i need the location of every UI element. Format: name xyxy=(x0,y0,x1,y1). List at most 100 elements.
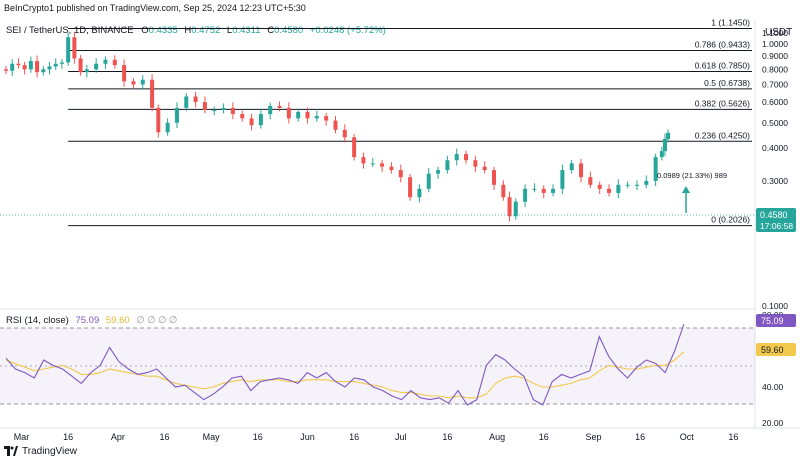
measure-label: 0.0989 (21.33%) 989 xyxy=(657,171,727,180)
candle-body xyxy=(541,188,546,193)
candle-body xyxy=(507,197,512,217)
candle-body xyxy=(569,163,574,171)
rsi-ma-line xyxy=(5,351,685,399)
tradingview-brand: TradingView xyxy=(22,445,78,457)
candle-body xyxy=(417,188,422,198)
candle-body xyxy=(380,163,385,167)
candle-body xyxy=(103,59,108,64)
currency-label: USDT xyxy=(765,27,792,38)
tradingview-logo-icon xyxy=(4,446,18,456)
candle-body xyxy=(653,157,658,181)
symbol-title: SEI / TetherUS, 1D, BINANCE xyxy=(6,25,134,36)
tradingview-footer: TradingView xyxy=(4,444,77,458)
candle-body xyxy=(501,184,506,198)
price-tick-label: 1.1000 xyxy=(762,28,788,38)
low-value: 0.4311 xyxy=(232,25,260,36)
candle-body xyxy=(644,180,649,185)
candle-body xyxy=(150,79,155,108)
candle-body xyxy=(193,96,198,103)
time-tick-label: Apr xyxy=(111,432,125,442)
candle-body xyxy=(41,69,46,73)
fib-level-label: 0.786 (0.9433) xyxy=(695,40,750,50)
high-value: 0.4752 xyxy=(191,25,220,36)
price-tick-label: 0.9000 xyxy=(762,51,788,61)
candle-body xyxy=(174,107,179,123)
candle-body xyxy=(492,170,497,185)
open-value: 0.4335 xyxy=(149,25,178,36)
candle-body xyxy=(597,184,602,189)
svg-text:59.60: 59.60 xyxy=(761,345,784,355)
time-tick-label: 16 xyxy=(728,432,738,442)
candle-body xyxy=(333,120,338,130)
ohlc-legend: SEI / TetherUS, 1D, BINANCE O0.4335 H0.4… xyxy=(6,25,386,36)
candle-body xyxy=(445,160,450,171)
rsi-value-badge: 75.09 xyxy=(756,314,796,327)
last-price-value: 0.4580 xyxy=(760,210,788,220)
watermark-text: BeInCrypto1 published on TradingView.com… xyxy=(4,3,306,13)
candle-body xyxy=(342,129,347,138)
candle-body xyxy=(454,154,459,161)
rsi-tick-label: 40.00 xyxy=(762,382,784,392)
candle-body xyxy=(662,139,667,152)
candle-body xyxy=(156,107,161,133)
time-tick-label: Jul xyxy=(395,432,407,442)
rsi-title: RSI (14, close) xyxy=(6,315,69,326)
candle-body xyxy=(35,61,40,73)
fib-level-label: 0.382 (0.5626) xyxy=(695,98,750,108)
candle-body xyxy=(28,61,33,70)
fib-level-label: 0.236 (0.4250) xyxy=(695,130,750,140)
time-tick-label: Jun xyxy=(300,432,315,442)
rsi-tick-label: 20.00 xyxy=(762,418,784,428)
price-tick-label: 1.0000 xyxy=(762,39,788,49)
fib-level-label: 0 (0.2026) xyxy=(711,215,750,225)
price-tick-label: 0.1000 xyxy=(762,301,788,311)
candle-body xyxy=(16,63,21,66)
candle-body xyxy=(398,170,403,178)
time-tick-label: 16 xyxy=(442,432,452,442)
candle-body xyxy=(579,163,584,178)
candle-body xyxy=(408,177,413,198)
time-tick-label: Aug xyxy=(489,432,505,442)
time-tick-label: Oct xyxy=(680,432,695,442)
candle-body xyxy=(240,114,245,119)
rsi-line xyxy=(5,323,685,406)
candle-body xyxy=(184,96,189,108)
measure-tool: 0.0989 (21.33%) 989 xyxy=(657,171,727,213)
time-tick-label: May xyxy=(203,432,221,442)
rsi-ma-badge: 59.60 xyxy=(756,343,796,356)
candle-body xyxy=(352,137,357,158)
candle-body xyxy=(625,184,630,186)
price-tick-label: 0.8000 xyxy=(762,64,788,74)
candle-body xyxy=(588,177,593,185)
candle-body xyxy=(286,107,291,119)
candle-body xyxy=(616,184,621,193)
candle-body xyxy=(165,122,170,133)
candle-body xyxy=(532,188,537,190)
time-tick-label: 16 xyxy=(539,432,549,442)
time-tick-label: 16 xyxy=(160,432,170,442)
candle-body xyxy=(314,116,319,119)
fib-level-label: 0.5 (0.6738) xyxy=(704,78,750,88)
candle-body xyxy=(426,173,431,189)
candle-body xyxy=(53,63,58,67)
candle-body xyxy=(212,109,217,111)
time-tick-label: 16 xyxy=(253,432,263,442)
candle-body xyxy=(249,118,254,126)
time-tick-label: Mar xyxy=(14,432,30,442)
candle-body xyxy=(78,58,83,73)
fib-level-label: 1 (1.1450) xyxy=(711,17,750,27)
time-tick-label: Sep xyxy=(585,432,601,442)
rsi-ma-value: 59.60 xyxy=(106,315,130,326)
candle-body xyxy=(296,111,301,119)
candle-body xyxy=(370,163,375,165)
candle-body xyxy=(112,59,117,66)
time-axis-ticks: Mar 16 Apr 16 May 16 Jun 16 Jul 16 Aug 16 Sep 16 Oct 16 xyxy=(14,432,739,442)
candle-body xyxy=(268,105,273,115)
time-tick-label: 16 xyxy=(349,432,359,442)
countdown-value: 17:06:58 xyxy=(760,221,793,231)
candle-body xyxy=(551,188,556,193)
svg-text:75.09: 75.09 xyxy=(761,316,784,326)
svg-text:RSI (14, close) 75.09: RSI (14, close) 75.09 59.60 ∅ ∅ ∅ ∅ xyxy=(6,315,177,326)
